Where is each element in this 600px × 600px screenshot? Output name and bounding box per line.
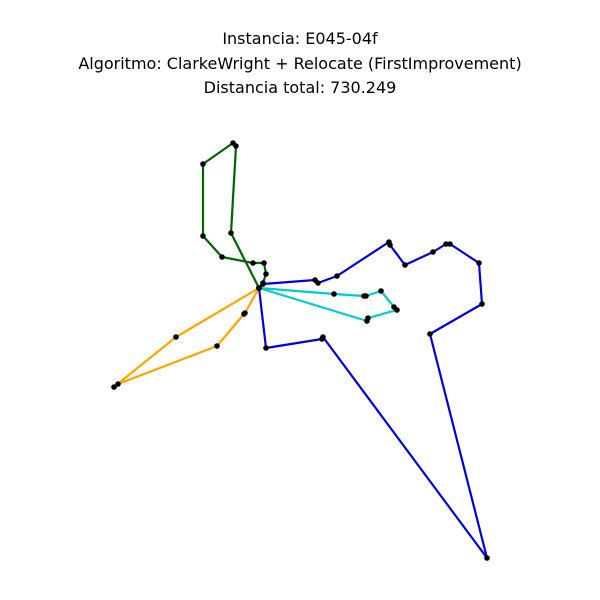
customer-node bbox=[402, 262, 408, 268]
depot-node bbox=[256, 285, 262, 291]
customer-node bbox=[263, 271, 269, 277]
customer-node bbox=[443, 241, 449, 247]
customer-node bbox=[319, 336, 325, 342]
customer-node bbox=[363, 293, 369, 299]
routes-layer bbox=[112, 141, 489, 560]
customer-node bbox=[241, 311, 247, 317]
customer-node bbox=[115, 381, 121, 387]
customer-node bbox=[315, 280, 321, 286]
chart-titles: Instancia: E045-04f Algoritmo: ClarkeWri… bbox=[0, 27, 600, 101]
customer-node bbox=[219, 254, 225, 260]
customer-node bbox=[200, 161, 206, 167]
customer-node bbox=[260, 280, 266, 286]
route-3-line bbox=[258, 286, 399, 323]
customer-node bbox=[334, 273, 340, 279]
customer-node bbox=[173, 334, 179, 340]
customer-node bbox=[263, 345, 269, 351]
chart-subtitle-algorithm: Algoritmo: ClarkeWright + Relocate (Firs… bbox=[78, 53, 522, 73]
nodes-layer bbox=[111, 140, 490, 561]
customer-node bbox=[387, 242, 393, 248]
customer-node bbox=[331, 291, 337, 297]
customer-node bbox=[447, 241, 453, 247]
customer-node bbox=[233, 143, 239, 149]
route-4-line bbox=[112, 287, 260, 389]
customer-node bbox=[476, 260, 482, 266]
customer-node bbox=[394, 307, 400, 313]
customer-node bbox=[200, 233, 206, 239]
customer-node bbox=[261, 260, 267, 266]
route-2-line bbox=[201, 141, 268, 289]
customer-node bbox=[378, 288, 384, 294]
customer-node bbox=[364, 318, 370, 324]
customer-node bbox=[427, 331, 433, 337]
customer-node bbox=[430, 249, 436, 255]
chart-subtitle-distance: Distancia total: 730.249 bbox=[203, 78, 397, 97]
route-1-line bbox=[257, 240, 489, 560]
chart-title: Instancia: E045-04f bbox=[222, 29, 378, 48]
customer-node bbox=[111, 384, 117, 390]
customer-node bbox=[228, 230, 234, 236]
customer-node bbox=[479, 301, 485, 307]
customer-node bbox=[484, 555, 490, 561]
customer-node bbox=[214, 343, 220, 349]
customer-node bbox=[250, 260, 256, 266]
